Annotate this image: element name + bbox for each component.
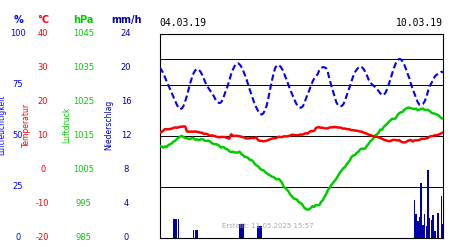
Text: 75: 75 (13, 80, 23, 89)
Text: 30: 30 (37, 63, 48, 72)
Text: hPa: hPa (73, 15, 94, 25)
Text: -20: -20 (36, 233, 50, 242)
Text: Luftdruck: Luftdruck (62, 107, 71, 143)
Bar (178, 219, 179, 238)
Text: mm/h: mm/h (111, 15, 141, 25)
Bar (429, 218, 431, 238)
Bar (437, 213, 439, 238)
Bar (242, 224, 244, 237)
Text: 0: 0 (40, 165, 45, 174)
Bar (432, 215, 434, 238)
Bar (434, 231, 436, 237)
Text: 10: 10 (37, 131, 48, 140)
Text: 1015: 1015 (73, 131, 94, 140)
Bar (415, 214, 417, 238)
Bar (418, 217, 420, 238)
Bar (240, 224, 242, 237)
Text: 1035: 1035 (73, 63, 94, 72)
Text: Erstellt: 11.05.2025 15:57: Erstellt: 11.05.2025 15:57 (222, 223, 313, 229)
Bar (417, 220, 419, 238)
Bar (239, 224, 240, 237)
Text: 20: 20 (121, 63, 131, 72)
Bar (176, 219, 177, 238)
Bar (420, 183, 422, 238)
Text: 100: 100 (10, 29, 26, 38)
Bar (414, 200, 415, 237)
Text: 24: 24 (121, 29, 131, 38)
Bar (193, 230, 194, 237)
Bar (195, 230, 196, 237)
Text: 20: 20 (37, 97, 48, 106)
Bar (442, 224, 444, 237)
Text: 4: 4 (123, 199, 129, 208)
Text: 0: 0 (15, 233, 21, 242)
Text: 04.03.19: 04.03.19 (160, 18, 207, 28)
Text: 995: 995 (76, 199, 91, 208)
Bar (196, 230, 198, 237)
Bar (174, 219, 176, 238)
Bar (426, 226, 427, 237)
Bar (172, 219, 174, 238)
Text: -10: -10 (36, 199, 50, 208)
Bar (422, 225, 423, 237)
Text: Luftfeuchtigkeit: Luftfeuchtigkeit (0, 95, 7, 155)
Text: 1045: 1045 (73, 29, 94, 38)
Text: 0: 0 (123, 233, 129, 242)
Text: 1005: 1005 (73, 165, 94, 174)
Text: 16: 16 (121, 97, 131, 106)
Text: 985: 985 (75, 233, 91, 242)
Text: 50: 50 (13, 131, 23, 140)
Text: 40: 40 (37, 29, 48, 38)
Text: %: % (13, 15, 23, 25)
Bar (441, 196, 442, 237)
Text: Niederschlag: Niederschlag (104, 100, 113, 150)
Text: 8: 8 (123, 165, 129, 174)
Text: °C: °C (37, 15, 49, 25)
Bar (259, 226, 261, 237)
Bar (424, 214, 425, 238)
Bar (261, 226, 262, 237)
Text: 25: 25 (13, 182, 23, 191)
Bar (427, 170, 429, 237)
Text: 10.03.19: 10.03.19 (396, 18, 443, 28)
Bar (257, 226, 259, 237)
Bar (431, 220, 432, 238)
Text: 1025: 1025 (73, 97, 94, 106)
Text: 12: 12 (121, 131, 131, 140)
Text: Temperatur: Temperatur (22, 103, 31, 147)
